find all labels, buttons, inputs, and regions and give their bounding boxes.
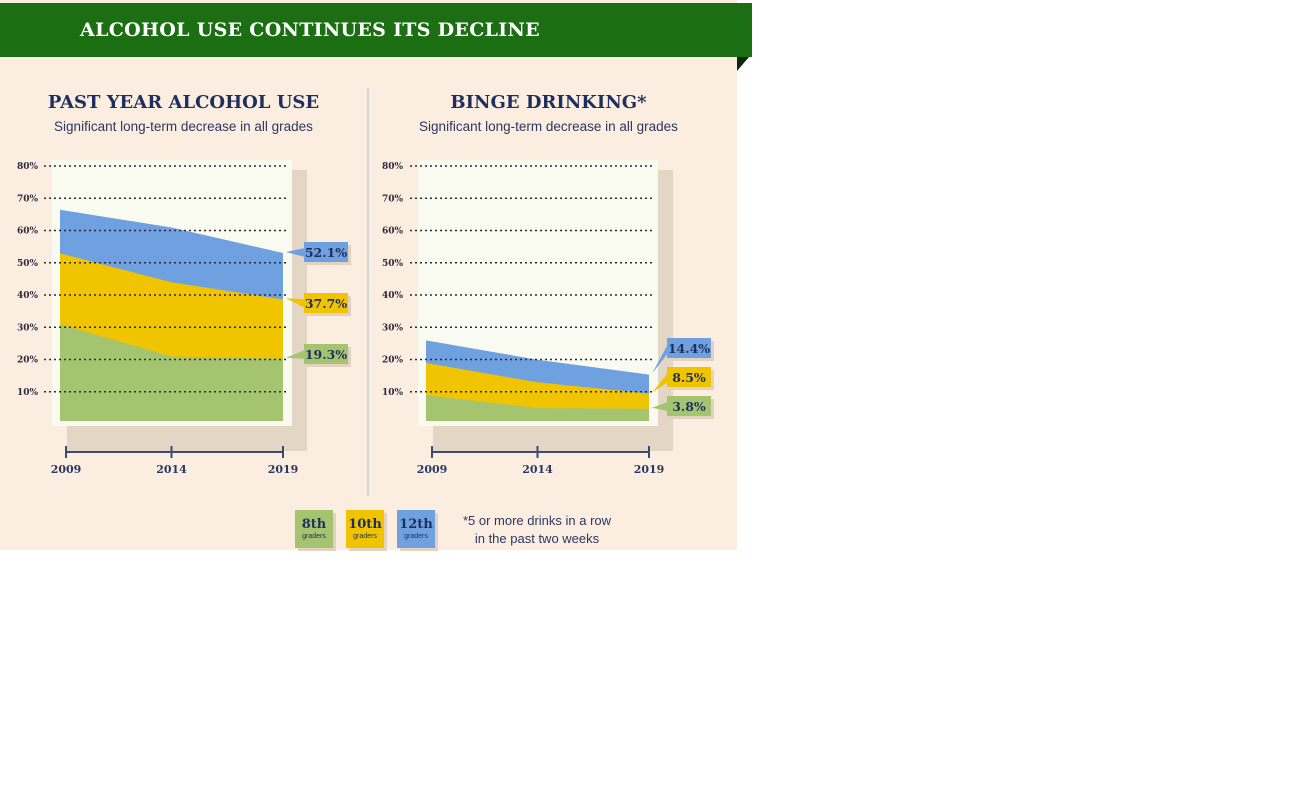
y-tick-label: 40% [382,291,404,301]
legend-8th-graders: 8th graders [295,510,333,548]
area-8th-graders [60,324,283,421]
x-tick-label: 2009 [51,463,82,476]
chart-past-year-alcohol-use: 10% 20% 30% 40% 50% 60% 70% 80% 2009 2014 2019 52.1… [17,160,351,476]
end-value-label-12th-graders: 14.4% [668,341,710,356]
end-value-label-12th-graders: 52.1% [305,245,347,260]
legend-10th-main: 10th [348,517,382,532]
legend-10th-graders: 10th graders [346,510,384,548]
chart2-title: BINGE DRINKING* [450,92,647,113]
legend: 8th graders 10th graders 12th graders [295,510,435,548]
callout-pointer [652,344,668,374]
footnote: *5 or more drinks in a row in the past t… [462,512,612,548]
y-tick-label: 80% [17,162,39,172]
chart-binge-drinking: 10% 20% 30% 40% 50% 60% 70% 80% 2009 2014 2019 14.4… [382,160,714,476]
legend-12th-main: 12th [399,517,433,532]
header-banner: ALCOHOL USE CONTINUES ITS DECLINE [0,3,752,57]
x-tick-label: 2014 [156,463,187,476]
y-tick-label: 70% [382,194,404,204]
callout-box-12th-graders [304,242,348,262]
legend-10th-small: graders [353,533,377,540]
y-tick-label: 20% [382,356,404,366]
y-tick-label: 50% [17,259,39,269]
footnote-line2: in the past two weeks [474,531,600,546]
x-tick-label: 2019 [268,463,299,476]
y-tick-label: 40% [17,291,39,301]
callout-pointer [286,248,305,257]
x-tick-label: 2019 [634,463,665,476]
area-8th-graders [426,395,649,421]
banner-fold [737,57,749,71]
footnote-line1: *5 or more drinks in a row [462,513,612,528]
end-value-label-10th-graders: 37.7% [305,296,347,311]
callout-pointer [286,350,305,359]
callout-box-12th-graders [667,338,711,358]
y-tick-label: 50% [382,259,404,269]
callout-box-10th-graders [667,367,711,387]
y-tick-label: 30% [382,323,404,333]
y-tick-label: 10% [382,388,404,398]
chart1-title: PAST YEAR ALCOHOL USE [47,92,320,113]
legend-8th-main: 8th [301,517,327,532]
chart2-subtitle: Significant long-term decrease in all gr… [419,119,678,134]
y-tick-label: 60% [382,227,404,237]
y-tick-label: 10% [17,388,39,398]
legend-8th-small: graders [302,533,326,540]
callout-box-8th-graders [304,344,348,364]
panel-divider [367,88,369,496]
legend-12th-graders: 12th graders [397,510,435,548]
callout-pointer [652,373,668,393]
y-tick-label: 60% [17,227,39,237]
chart1-subtitle: Significant long-term decrease in all gr… [54,119,313,134]
callout-pointer [652,402,668,411]
x-tick-label: 2009 [417,463,448,476]
callout-box-10th-graders [304,293,348,313]
callout-box-8th-graders [667,396,711,416]
legend-12th-small: graders [404,533,428,540]
end-value-label-8th-graders: 19.3% [305,347,347,362]
y-tick-label: 80% [382,162,404,172]
y-tick-label: 70% [17,194,39,204]
x-tick-label: 2014 [522,463,553,476]
callout-pointer [286,298,305,308]
end-value-label-10th-graders: 8.5% [672,370,706,385]
end-value-label-8th-graders: 3.8% [672,399,706,414]
y-tick-label: 20% [17,356,39,366]
y-tick-label: 30% [17,323,39,333]
banner-title: ALCOHOL USE CONTINUES ITS DECLINE [80,19,540,41]
